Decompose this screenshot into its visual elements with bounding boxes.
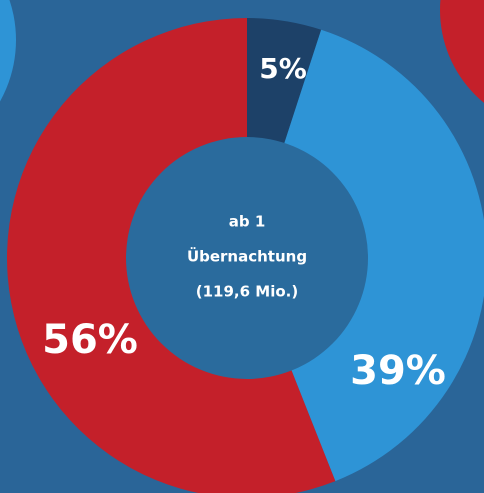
value-label: 5%: [259, 52, 307, 85]
value-label: 39%: [350, 348, 446, 394]
neighbor-chart-left: [0, 0, 16, 102]
center-text: (119,6 Mio.): [196, 283, 298, 301]
neighbor-chart-right: [440, 0, 484, 103]
donut-hole: [126, 137, 368, 379]
labels: 5% 39% 56% ab 1 Übernachtung (119,6 Mio.): [42, 52, 446, 394]
center-text: ab 1: [229, 213, 266, 231]
value-label: 56%: [42, 317, 138, 363]
center-text: Übernachtung: [187, 247, 307, 266]
